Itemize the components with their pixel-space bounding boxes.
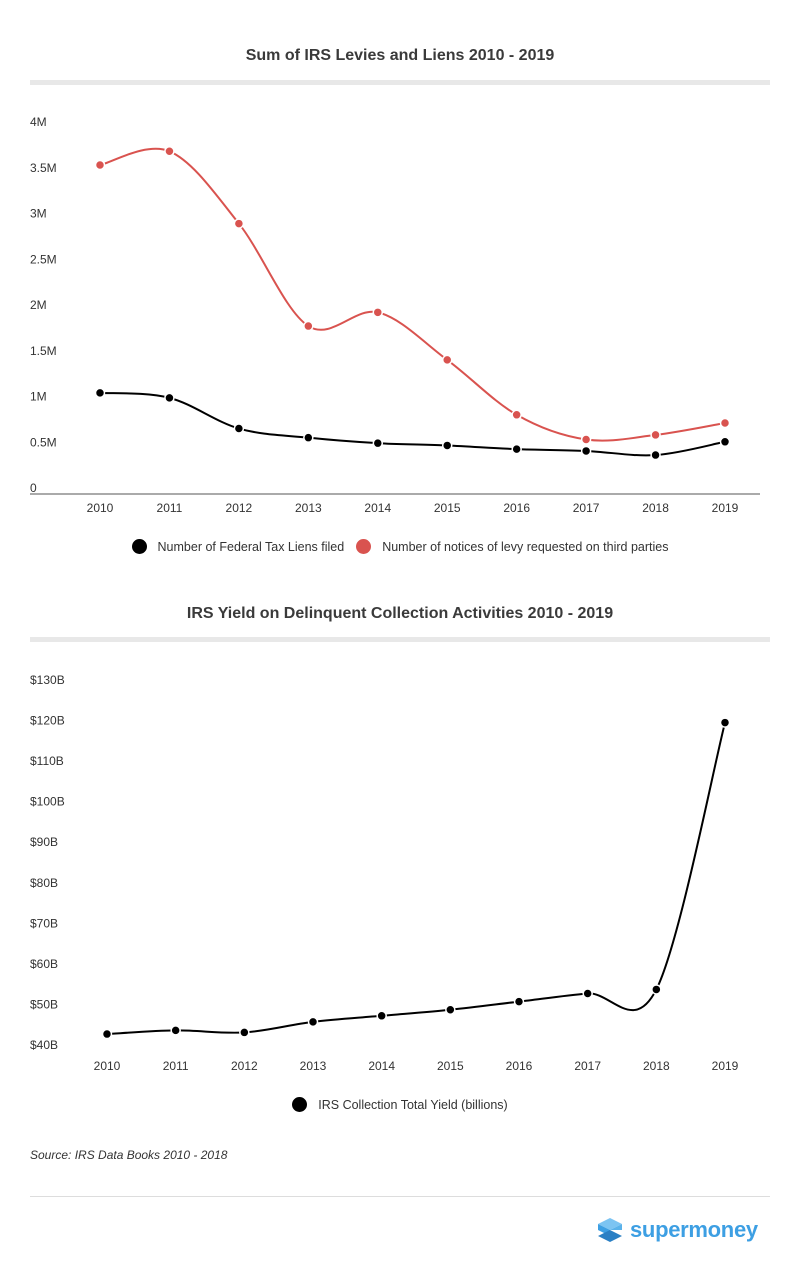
chart2-data-point (651, 984, 662, 995)
chart1-data-point (233, 423, 245, 434)
chart1-data-point (580, 434, 592, 445)
legend-label-collection-yield: IRS Collection Total Yield (billions) (318, 1097, 508, 1112)
chart1-y-tick-label: 3.5M (30, 161, 57, 175)
chart2-y-tick-label: $40B (30, 1038, 58, 1052)
chart2-y-tick-label: $100B (30, 795, 65, 809)
legend-marker-levy-notices (356, 539, 372, 554)
chart2-y-tick-label: $130B (30, 673, 65, 687)
chart1-legend: Number of Federal Tax Liens filed Number… (0, 539, 800, 554)
chart1-data-point (441, 354, 453, 366)
chart2-y-tick-label: $50B (30, 997, 58, 1011)
chart2-data-point (376, 1010, 387, 1022)
chart1-x-tick-label: 2018 (642, 501, 669, 515)
legend-item-tax-liens[interactable]: Number of Federal Tax Liens filed (131, 539, 345, 554)
chart1-data-point (372, 307, 384, 318)
chart2-y-tick-label: $80B (30, 876, 58, 890)
chart2-x-tick-label: 2011 (163, 1059, 189, 1073)
chart1-data-point (164, 392, 175, 404)
chart1-data-point (233, 218, 245, 229)
chart2-data-point (239, 1027, 250, 1038)
legend-marker-tax-liens (131, 539, 147, 554)
chart2-data-point (445, 1004, 456, 1015)
chart1-x-tick-label: 2012 (226, 501, 253, 515)
chart2-data-point (170, 1025, 181, 1036)
chart1-title: Sum of IRS Levies and Liens 2010 - 2019 (245, 47, 555, 64)
chart1-y-tick-label: 0.5M (30, 435, 57, 449)
chart1-data-point (719, 436, 731, 448)
source-note: Source: IRS Data Books 2010 - 2018 (30, 1148, 228, 1162)
chart2-title-divider (30, 637, 770, 642)
chart1-data-point (650, 449, 661, 461)
chart2-data-point (513, 996, 525, 1007)
supermoney-logo[interactable]: supermoney (596, 1216, 758, 1244)
chart2-series-line (106, 722, 726, 1036)
chart2-plot: $130B $120B $110B $100B $90B $80B $70B $60B $50B… (30, 673, 739, 1073)
chart1-data-point (441, 440, 453, 451)
chart2-x-tick-label: 2013 (300, 1059, 327, 1073)
chart1-x-tick-label: 2013 (295, 501, 322, 515)
chart1-y-tick-label: 0 (30, 481, 37, 495)
legend-marker-collection-yield (292, 1097, 308, 1112)
legend-label-levy-notices: Number of notices of levy requested on t… (382, 539, 669, 554)
chart1-data-point (650, 429, 661, 441)
chart1-data-point (303, 320, 314, 332)
chart2-x-tick-label: 2019 (712, 1059, 739, 1073)
chart1-x-tick-label: 2014 (364, 501, 391, 515)
chart2-x-tick-label: 2017 (574, 1059, 601, 1073)
chart2-data-point (719, 717, 731, 728)
chart2-title: IRS Yield on Delinquent Collection Activ… (186, 605, 614, 622)
legend-item-levy-notices[interactable]: Number of notices of levy requested on t… (356, 539, 668, 554)
chart1-data-point (94, 387, 106, 399)
chart2-x-tick-label: 2010 (94, 1059, 121, 1073)
chart1-data-point (580, 445, 592, 457)
chart2-x-tick-label: 2014 (368, 1059, 395, 1073)
supermoney-logo-icon (598, 1218, 622, 1242)
chart1-data-point (511, 409, 522, 421)
chart1-data-point (164, 146, 175, 157)
legend-label-tax-liens: Number of Federal Tax Liens filed (157, 539, 345, 554)
chart1-y-tick-label: 1M (30, 390, 47, 404)
chart1-x-tick-label: 2011 (157, 501, 183, 515)
supermoney-logo-text: supermoney (630, 1217, 758, 1242)
chart1-y-tick-label: 3M (30, 207, 47, 221)
chart1-data-point (372, 437, 384, 449)
chart1-y-tick-label: 1.5M (30, 344, 57, 358)
chart2-x-tick-label: 2018 (643, 1059, 670, 1073)
chart2-x-tick-label: 2015 (437, 1059, 464, 1073)
chart1-x-tick-label: 2015 (434, 501, 461, 515)
chart2-data-point (582, 988, 593, 999)
chart2-data-point (101, 1028, 113, 1040)
chart1-y-tick-label: 2.5M (30, 252, 57, 266)
footer-divider (30, 1196, 770, 1197)
legend-item-collection-yield[interactable]: IRS Collection Total Yield (billions) (292, 1097, 508, 1112)
chart2-y-tick-label: $90B (30, 835, 58, 849)
chart1-plot: 4M 3.5M 3M 2.5M 2M 1.5M 1M 0.5M 0 2010 2011 2012 201… (30, 115, 760, 515)
chart2-y-tick-label: $120B (30, 714, 65, 728)
chart2-x-tick-label: 2012 (231, 1059, 258, 1073)
chart1-series-line (99, 147, 726, 442)
chart1-x-tick-label: 2010 (87, 501, 114, 515)
chart1-x-tick-label: 2017 (573, 501, 600, 515)
chart1-data-point (719, 417, 731, 429)
chart2-x-tick-label: 2016 (506, 1059, 533, 1073)
chart1-title-divider (30, 80, 770, 85)
chart1-data-point (511, 443, 522, 455)
chart2-data-point (307, 1016, 319, 1028)
chart1-data-point (303, 432, 314, 443)
chart1-x-tick-label: 2019 (712, 501, 739, 515)
chart1-series-line (99, 391, 726, 457)
chart2-y-tick-label: $110B (30, 754, 64, 768)
chart1-y-tick-label: 4M (30, 115, 47, 129)
chart1-y-tick-label: 2M (30, 298, 47, 312)
chart2-y-tick-label: $60B (30, 957, 58, 971)
chart1-data-point (94, 159, 106, 171)
chart2-y-tick-label: $70B (30, 916, 58, 930)
chart1-x-tick-label: 2016 (503, 501, 530, 515)
chart2-legend: IRS Collection Total Yield (billions) (0, 1097, 800, 1112)
